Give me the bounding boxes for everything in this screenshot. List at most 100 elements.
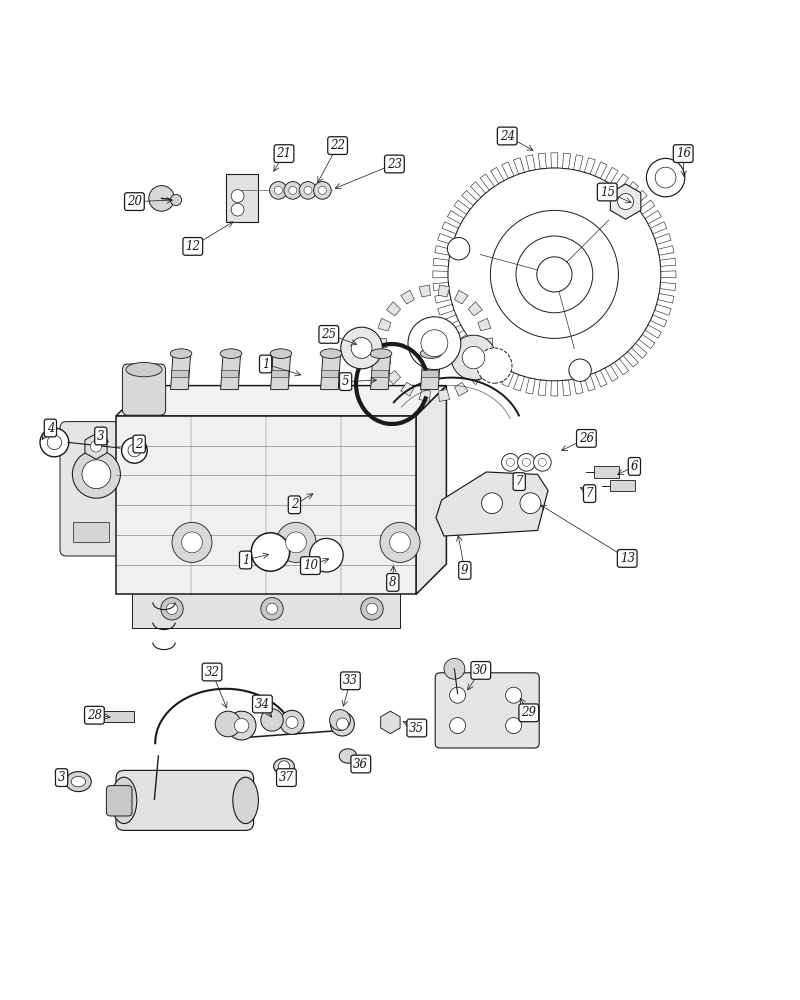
Polygon shape <box>438 304 454 315</box>
Circle shape <box>618 194 634 210</box>
Ellipse shape <box>370 349 392 358</box>
Polygon shape <box>490 167 504 184</box>
Polygon shape <box>381 711 400 734</box>
Polygon shape <box>562 153 570 169</box>
Circle shape <box>490 210 618 338</box>
Text: 2: 2 <box>290 498 298 511</box>
Circle shape <box>128 444 141 457</box>
Text: 10: 10 <box>303 559 318 572</box>
Polygon shape <box>645 325 662 338</box>
Circle shape <box>286 532 306 553</box>
Polygon shape <box>468 302 482 316</box>
Text: 36: 36 <box>354 758 368 770</box>
Bar <box>226 174 258 222</box>
Circle shape <box>518 454 535 471</box>
Polygon shape <box>551 381 558 396</box>
Polygon shape <box>85 434 107 459</box>
Polygon shape <box>526 155 535 171</box>
Bar <box>221 370 238 377</box>
Polygon shape <box>660 258 676 266</box>
Text: 35: 35 <box>410 722 424 734</box>
Circle shape <box>284 182 302 199</box>
Polygon shape <box>470 351 486 367</box>
Circle shape <box>429 149 680 400</box>
Circle shape <box>299 182 317 199</box>
Polygon shape <box>433 271 448 278</box>
Polygon shape <box>376 338 386 348</box>
Text: 26: 26 <box>579 432 594 445</box>
Bar <box>96 711 134 722</box>
Circle shape <box>380 522 420 562</box>
Polygon shape <box>660 282 676 291</box>
Circle shape <box>310 538 343 572</box>
Text: 20: 20 <box>127 195 142 208</box>
Circle shape <box>289 186 297 194</box>
Polygon shape <box>401 290 414 304</box>
Bar <box>370 370 388 377</box>
Polygon shape <box>584 375 595 391</box>
Polygon shape <box>438 234 454 244</box>
Bar <box>421 370 438 377</box>
Polygon shape <box>447 325 464 338</box>
FancyBboxPatch shape <box>122 364 166 415</box>
Polygon shape <box>482 338 493 348</box>
Polygon shape <box>658 294 674 303</box>
FancyBboxPatch shape <box>116 770 254 830</box>
Polygon shape <box>434 294 451 303</box>
Circle shape <box>266 603 278 614</box>
Polygon shape <box>442 222 458 234</box>
Circle shape <box>408 317 461 370</box>
Polygon shape <box>442 315 458 327</box>
Text: 30: 30 <box>474 664 488 677</box>
Circle shape <box>330 712 354 736</box>
Circle shape <box>227 711 256 740</box>
Polygon shape <box>434 246 451 255</box>
Polygon shape <box>116 416 416 594</box>
Polygon shape <box>650 315 667 327</box>
Text: 3: 3 <box>58 771 66 784</box>
Circle shape <box>161 598 183 620</box>
Circle shape <box>261 598 283 620</box>
Ellipse shape <box>126 362 162 377</box>
Polygon shape <box>221 354 241 390</box>
Bar <box>610 480 635 491</box>
Circle shape <box>655 167 676 188</box>
FancyBboxPatch shape <box>60 422 133 556</box>
Polygon shape <box>270 354 290 390</box>
Circle shape <box>502 454 519 471</box>
Circle shape <box>361 598 383 620</box>
Polygon shape <box>436 472 548 536</box>
Polygon shape <box>478 355 491 368</box>
Polygon shape <box>610 184 641 219</box>
Polygon shape <box>502 162 514 178</box>
Polygon shape <box>454 382 468 396</box>
Polygon shape <box>605 365 618 381</box>
Polygon shape <box>378 355 391 368</box>
Polygon shape <box>416 386 446 594</box>
Circle shape <box>166 603 178 614</box>
Bar <box>132 592 400 628</box>
Ellipse shape <box>170 349 192 358</box>
Text: 6: 6 <box>630 460 638 473</box>
Polygon shape <box>370 354 390 390</box>
Bar <box>270 370 288 377</box>
Text: 24: 24 <box>500 129 514 142</box>
Polygon shape <box>401 382 414 396</box>
Polygon shape <box>562 380 570 396</box>
Circle shape <box>506 687 522 703</box>
Circle shape <box>231 203 244 216</box>
Polygon shape <box>462 343 478 358</box>
Ellipse shape <box>66 772 91 792</box>
Circle shape <box>646 158 685 197</box>
Polygon shape <box>551 153 558 168</box>
Polygon shape <box>638 200 654 214</box>
Circle shape <box>537 257 572 292</box>
Circle shape <box>149 186 174 211</box>
Circle shape <box>534 454 551 471</box>
Circle shape <box>122 438 147 463</box>
Polygon shape <box>638 334 654 349</box>
Text: 9: 9 <box>461 564 469 577</box>
Circle shape <box>614 193 636 215</box>
Polygon shape <box>433 282 449 291</box>
Text: 2: 2 <box>135 438 143 451</box>
